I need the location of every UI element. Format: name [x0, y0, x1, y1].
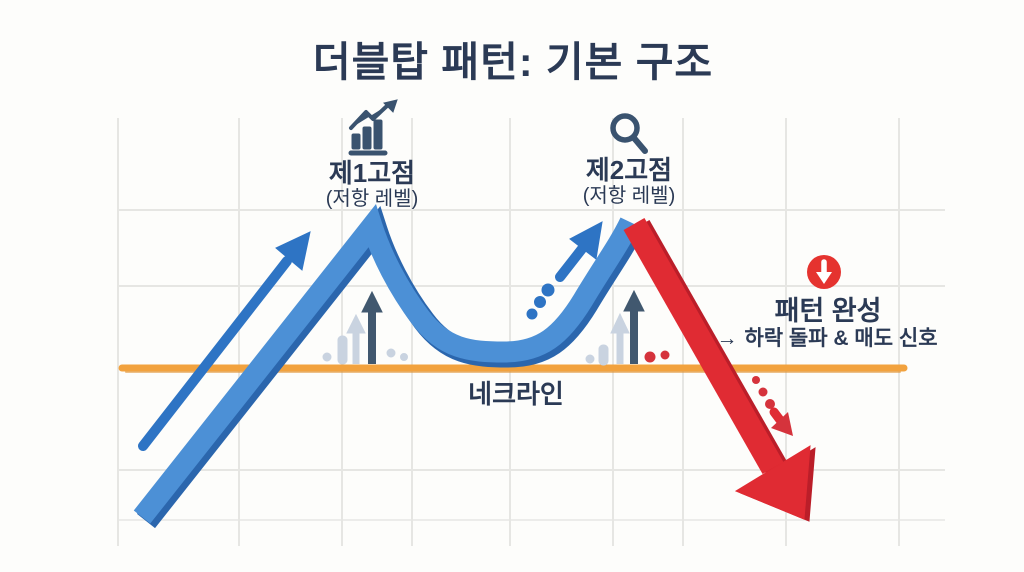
pattern-complete-subtitle-text: 하락 돌파 & 매도 신호 — [744, 327, 938, 350]
magnifier-icon — [610, 113, 648, 154]
neckline-line — [118, 364, 908, 373]
peak2-sublabel: (저항 레벨) — [582, 185, 676, 207]
peak1-sublabel: (저항 레벨) — [325, 188, 419, 210]
dotted-uptrend-arrow-icon — [526, 221, 603, 320]
uptrend-arrow-icon — [138, 231, 311, 451]
pattern-complete-subtitle: → 하락 돌파 & 매도 신호 — [716, 327, 937, 350]
peak2-label: 제2고점 — [585, 155, 673, 185]
page-title: 더블탑 패턴: 기본 구조 — [312, 39, 714, 85]
right-arrow-icon: → — [716, 327, 738, 350]
volume-indicators-peak1 — [322, 290, 408, 365]
peak1-label: 제1고점 — [328, 158, 416, 188]
dotted-downtrend-arrow-icon — [752, 376, 793, 436]
volume-indicators-peak2 — [585, 289, 670, 366]
price-line-red-breakdown — [623, 218, 816, 522]
price-line-blue — [133, 204, 645, 529]
bar-chart-rising-icon — [348, 99, 398, 156]
neckline-label: 네크라인 — [468, 379, 564, 409]
pattern-complete-title: 패턴 완성 — [774, 296, 882, 326]
down-arrow-circle-icon — [807, 255, 841, 289]
